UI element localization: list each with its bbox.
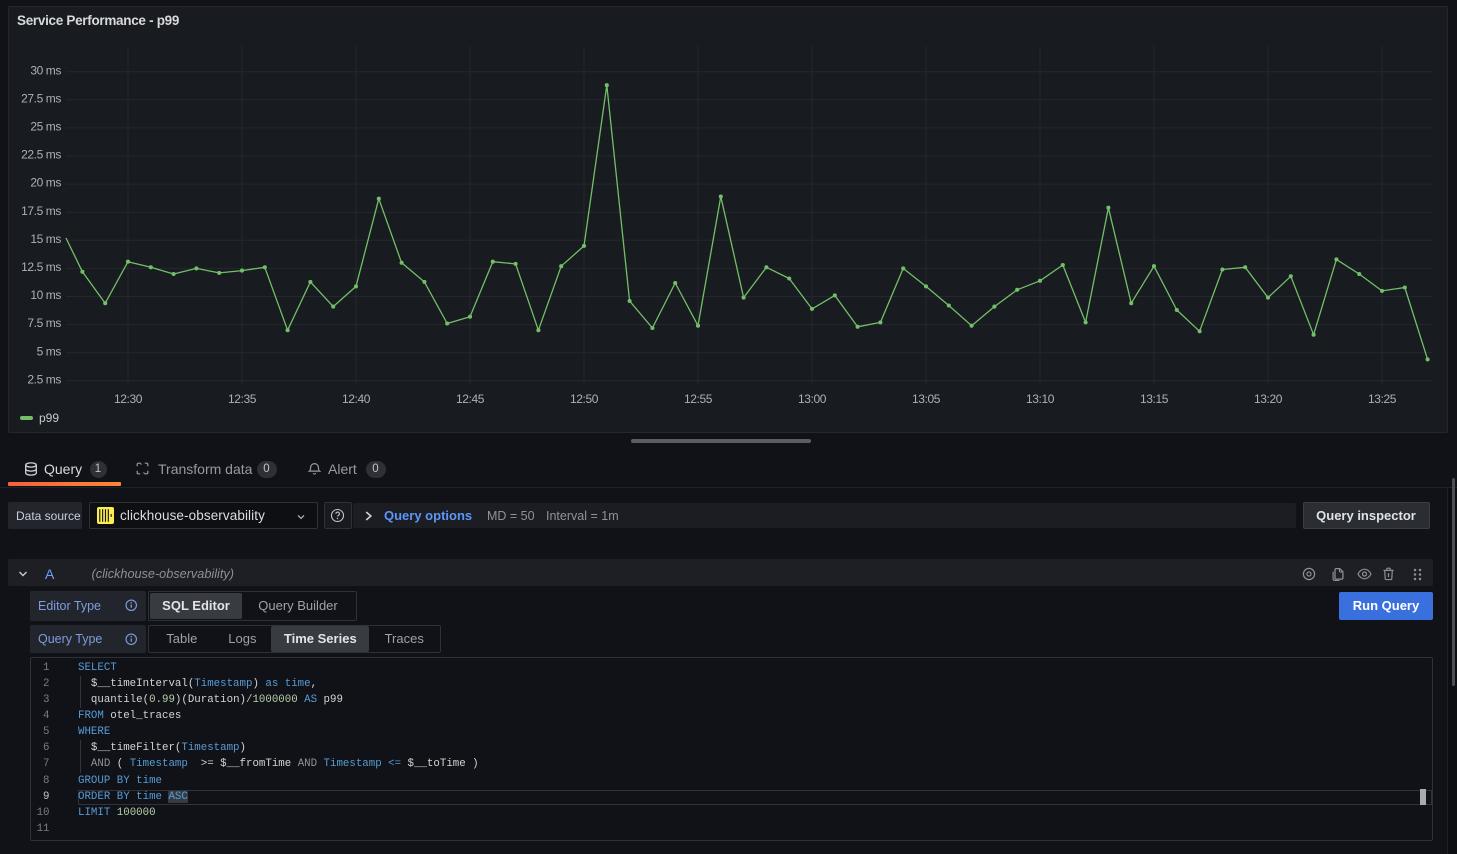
svg-text:12:45: 12:45 [456, 392, 485, 406]
svg-text:7.5 ms: 7.5 ms [27, 316, 61, 330]
svg-text:12:40: 12:40 [342, 392, 371, 406]
svg-text:30 ms: 30 ms [30, 63, 61, 77]
svg-text:12:55: 12:55 [684, 392, 713, 406]
svg-text:13:20: 13:20 [1254, 392, 1283, 406]
svg-text:2.5 ms: 2.5 ms [27, 372, 61, 386]
svg-text:5 ms: 5 ms [37, 344, 62, 358]
svg-text:12.5 ms: 12.5 ms [21, 260, 61, 274]
svg-text:22.5 ms: 22.5 ms [21, 148, 61, 162]
svg-text:12:50: 12:50 [570, 392, 599, 406]
svg-text:13:25: 13:25 [1368, 392, 1397, 406]
svg-text:25 ms: 25 ms [30, 120, 61, 134]
svg-text:12:30: 12:30 [114, 392, 143, 406]
svg-text:27.5 ms: 27.5 ms [21, 91, 61, 105]
svg-text:15 ms: 15 ms [30, 232, 61, 246]
svg-text:13:05: 13:05 [912, 392, 941, 406]
svg-text:13:15: 13:15 [1140, 392, 1169, 406]
svg-text:13:00: 13:00 [798, 392, 827, 406]
svg-text:12:35: 12:35 [228, 392, 257, 406]
svg-text:20 ms: 20 ms [30, 176, 61, 190]
svg-text:13:10: 13:10 [1026, 392, 1055, 406]
svg-text:10 ms: 10 ms [30, 288, 61, 302]
svg-text:17.5 ms: 17.5 ms [21, 204, 61, 218]
